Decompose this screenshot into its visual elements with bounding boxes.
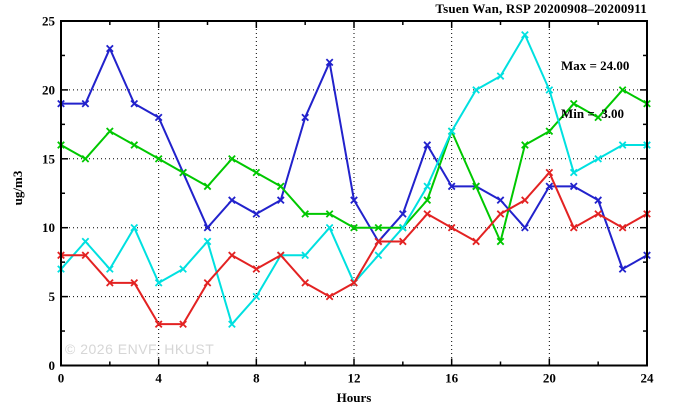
svg-text:5: 5 bbox=[49, 289, 56, 304]
series-markers-day-4-red bbox=[57, 168, 651, 328]
x-axis-label: Hours bbox=[336, 390, 372, 405]
y-axis-label: ug/m3 bbox=[10, 170, 25, 206]
svg-text:0: 0 bbox=[58, 371, 65, 386]
svg-text:20: 20 bbox=[42, 82, 55, 97]
svg-text:10: 10 bbox=[42, 220, 55, 235]
x-tick-labels: 0 4 8 12 16 20 24 bbox=[58, 371, 654, 386]
axis-ticks bbox=[60, 20, 648, 367]
svg-text:0: 0 bbox=[49, 358, 56, 373]
chart-title: Tsuen Wan, RSP 20200908–20200911 bbox=[435, 1, 647, 16]
svg-text:8: 8 bbox=[253, 371, 260, 386]
svg-text:16: 16 bbox=[445, 371, 459, 386]
min-value-label: Min = 3.00 bbox=[561, 106, 625, 121]
svg-text:15: 15 bbox=[42, 151, 56, 166]
svg-text:25: 25 bbox=[42, 14, 56, 29]
svg-text:24: 24 bbox=[641, 371, 655, 386]
series-line-day-3-cyan bbox=[60, 33, 647, 326]
series-markers-day-3-cyan bbox=[57, 30, 651, 328]
series-day-4-red bbox=[57, 168, 651, 328]
y-tick-labels: 0 5 10 15 20 25 bbox=[42, 14, 56, 374]
series-day-3-cyan bbox=[57, 30, 651, 328]
watermark: © 2026 ENVF, HKUST bbox=[65, 341, 215, 357]
maxmin-annotation: Max = 24.00 Min = 3.00 bbox=[561, 26, 629, 154]
svg-text:20: 20 bbox=[543, 371, 556, 386]
svg-text:12: 12 bbox=[348, 371, 361, 386]
svg-text:4: 4 bbox=[155, 371, 162, 386]
max-value-label: Max = 24.00 bbox=[561, 58, 630, 73]
